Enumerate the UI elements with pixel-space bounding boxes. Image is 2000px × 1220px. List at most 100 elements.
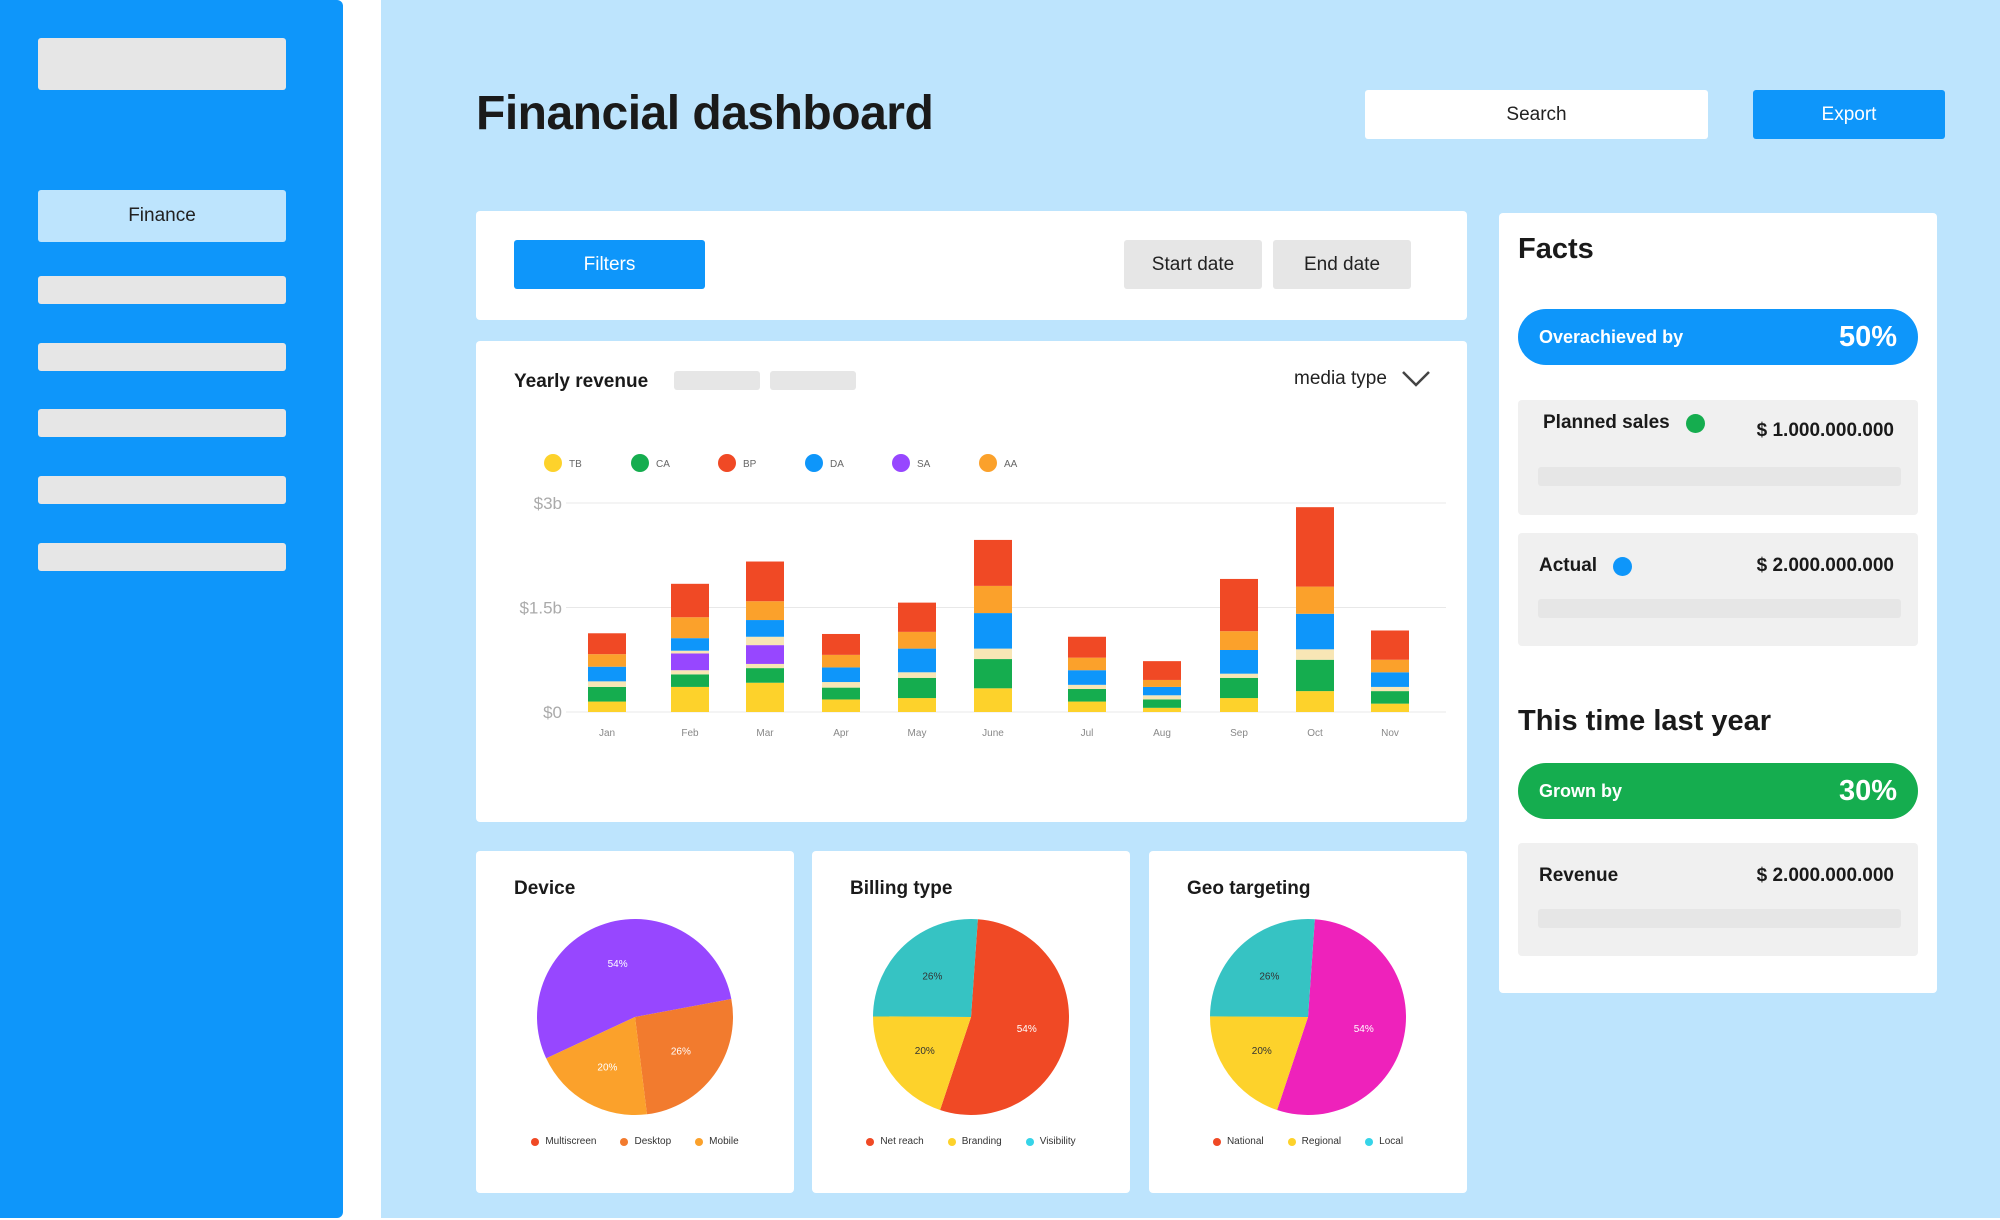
bar-segment	[588, 666, 626, 682]
bar-segment	[822, 699, 860, 712]
pie-legend-item: Branding	[947, 1136, 1002, 1147]
yearly-revenue-card: TB CA BP DA SA AA $3b $1.5b $0 Jan Feb Mar Apr May Jun…	[476, 341, 1467, 822]
bar-segment	[1296, 613, 1334, 650]
pie-legend-item: Mobile	[695, 1136, 739, 1147]
bar-segment	[671, 674, 709, 687]
pie-slice-label: 54%	[1017, 1024, 1037, 1035]
bar-segment	[746, 620, 784, 637]
pie-slice-label: 54%	[608, 959, 628, 970]
y-tick-label: $3b	[534, 494, 562, 513]
bar-segment	[1371, 686, 1409, 692]
bar-segment	[1371, 691, 1409, 704]
bar-segment	[1220, 673, 1258, 678]
bar-segment	[1371, 659, 1409, 673]
chart-tab-placeholder[interactable]	[674, 371, 760, 390]
pie-legend-label: Desktop	[634, 1136, 672, 1147]
x-tick-label: Oct	[1307, 728, 1323, 739]
bar-segment	[1296, 649, 1334, 660]
legend-dot-icon	[1287, 1137, 1296, 1146]
legend-label: CA	[656, 459, 670, 470]
actual-value: $ 2.000.000.000	[1756, 555, 1894, 576]
legend-swatch	[805, 454, 823, 472]
bar-segment	[1143, 695, 1181, 700]
pie-legend-label: Net reach	[880, 1136, 924, 1147]
sidebar-item-placeholder[interactable]	[38, 543, 286, 571]
legend-label: DA	[830, 459, 844, 470]
legend-label: BP	[743, 459, 757, 470]
bar-segment	[588, 654, 626, 667]
sidebar-item-placeholder[interactable]	[38, 409, 286, 437]
bar-segment	[898, 698, 936, 712]
bar-segment	[671, 617, 709, 639]
yearly-revenue-chart: TB CA BP DA SA AA $3b $1.5b $0 Jan Feb Mar Apr May Jun…	[519, 454, 1446, 739]
start-date-button[interactable]: Start date	[1124, 240, 1262, 289]
bar-segment	[1220, 649, 1258, 674]
end-date-button[interactable]: End date	[1273, 240, 1411, 289]
bar-segment	[1068, 636, 1106, 658]
pie-slice	[1210, 919, 1315, 1017]
pie-slice	[873, 1016, 971, 1110]
planned-sales-label: Planned sales	[1543, 412, 1670, 433]
x-tick-label: Sep	[1230, 728, 1248, 739]
bar-segment	[974, 648, 1012, 660]
legend-label: TB	[569, 459, 582, 470]
revenue-value: $ 2.000.000.000	[1756, 865, 1894, 886]
x-tick-label: May	[908, 728, 927, 739]
bar-segment	[822, 682, 860, 688]
actual-bar	[1538, 599, 1901, 618]
y-tick-label: $1.5b	[519, 599, 562, 618]
bar-segment	[1371, 672, 1409, 687]
pie-legend-label: National	[1226, 1136, 1264, 1147]
bar-segment	[1143, 679, 1181, 687]
device-pie-chart: 54% 26% 20%	[537, 919, 733, 1115]
x-tick-label: Jan	[599, 728, 615, 739]
legend-dot-icon	[866, 1137, 875, 1146]
legend-dot-icon	[695, 1137, 704, 1146]
pie-legend-item: Local	[1365, 1136, 1403, 1147]
bar-segment	[1068, 689, 1106, 702]
chart-title: Yearly revenue	[514, 371, 649, 392]
media-type-label: media type	[1294, 368, 1387, 389]
bar-segment	[671, 653, 709, 671]
bar-segment	[746, 682, 784, 712]
bar-segment	[1068, 657, 1106, 671]
revenue-bar	[1538, 909, 1901, 928]
sidebar-item-placeholder[interactable]	[38, 343, 286, 371]
billing-type-pie-card: Billing type 54% 20% 26% Net reach Branding…	[812, 851, 1130, 1193]
sidebar-item-placeholder[interactable]	[38, 476, 286, 504]
bar-segment	[746, 561, 784, 602]
pie-slice	[635, 998, 733, 1115]
bar-segment	[974, 613, 1012, 649]
pie-title: Device	[514, 878, 576, 899]
bar-segment	[822, 667, 860, 683]
chart-tab-placeholder[interactable]	[770, 371, 856, 390]
bar-segment	[1371, 630, 1409, 660]
pie-slice	[1210, 1016, 1308, 1110]
filters-button[interactable]: Filters	[514, 240, 705, 289]
bar-segment	[1143, 661, 1181, 680]
bar-segment	[1068, 684, 1106, 690]
bar-segment	[1143, 699, 1181, 708]
legend-dot-icon	[1025, 1137, 1034, 1146]
sidebar-item-finance[interactable]: Finance	[38, 190, 286, 242]
bar-segment	[746, 668, 784, 683]
sidebar-item-placeholder[interactable]	[38, 276, 286, 304]
pie-legend: Net reach Branding Visibility	[812, 1136, 1130, 1147]
pie-legend-label: Branding	[961, 1136, 1002, 1147]
export-button[interactable]: Export	[1753, 90, 1945, 139]
search-input[interactable]: Search	[1365, 90, 1708, 139]
actual-label-group: Actual	[1539, 555, 1633, 577]
bar-segment	[1296, 659, 1334, 692]
media-type-dropdown[interactable]: media type	[1294, 368, 1431, 390]
green-dot-icon	[1685, 413, 1705, 433]
geo-targeting-pie-card: Geo targeting 54% 20% 26% National Regional…	[1149, 851, 1467, 1193]
filter-bar: Filters Start date End date	[476, 211, 1467, 320]
overachieved-badge: Overachieved by 50%	[1518, 309, 1918, 365]
facts-title: Facts	[1518, 233, 1594, 265]
bar-segment	[1068, 701, 1106, 712]
facts-panel: Facts Overachieved by 50% Planned sales …	[1499, 213, 1937, 993]
grown-value: 30%	[1838, 774, 1897, 807]
bar-segment	[746, 601, 784, 621]
bar-segment	[822, 633, 860, 655]
geo-targeting-pie-chart: 54% 20% 26%	[1210, 919, 1407, 1115]
